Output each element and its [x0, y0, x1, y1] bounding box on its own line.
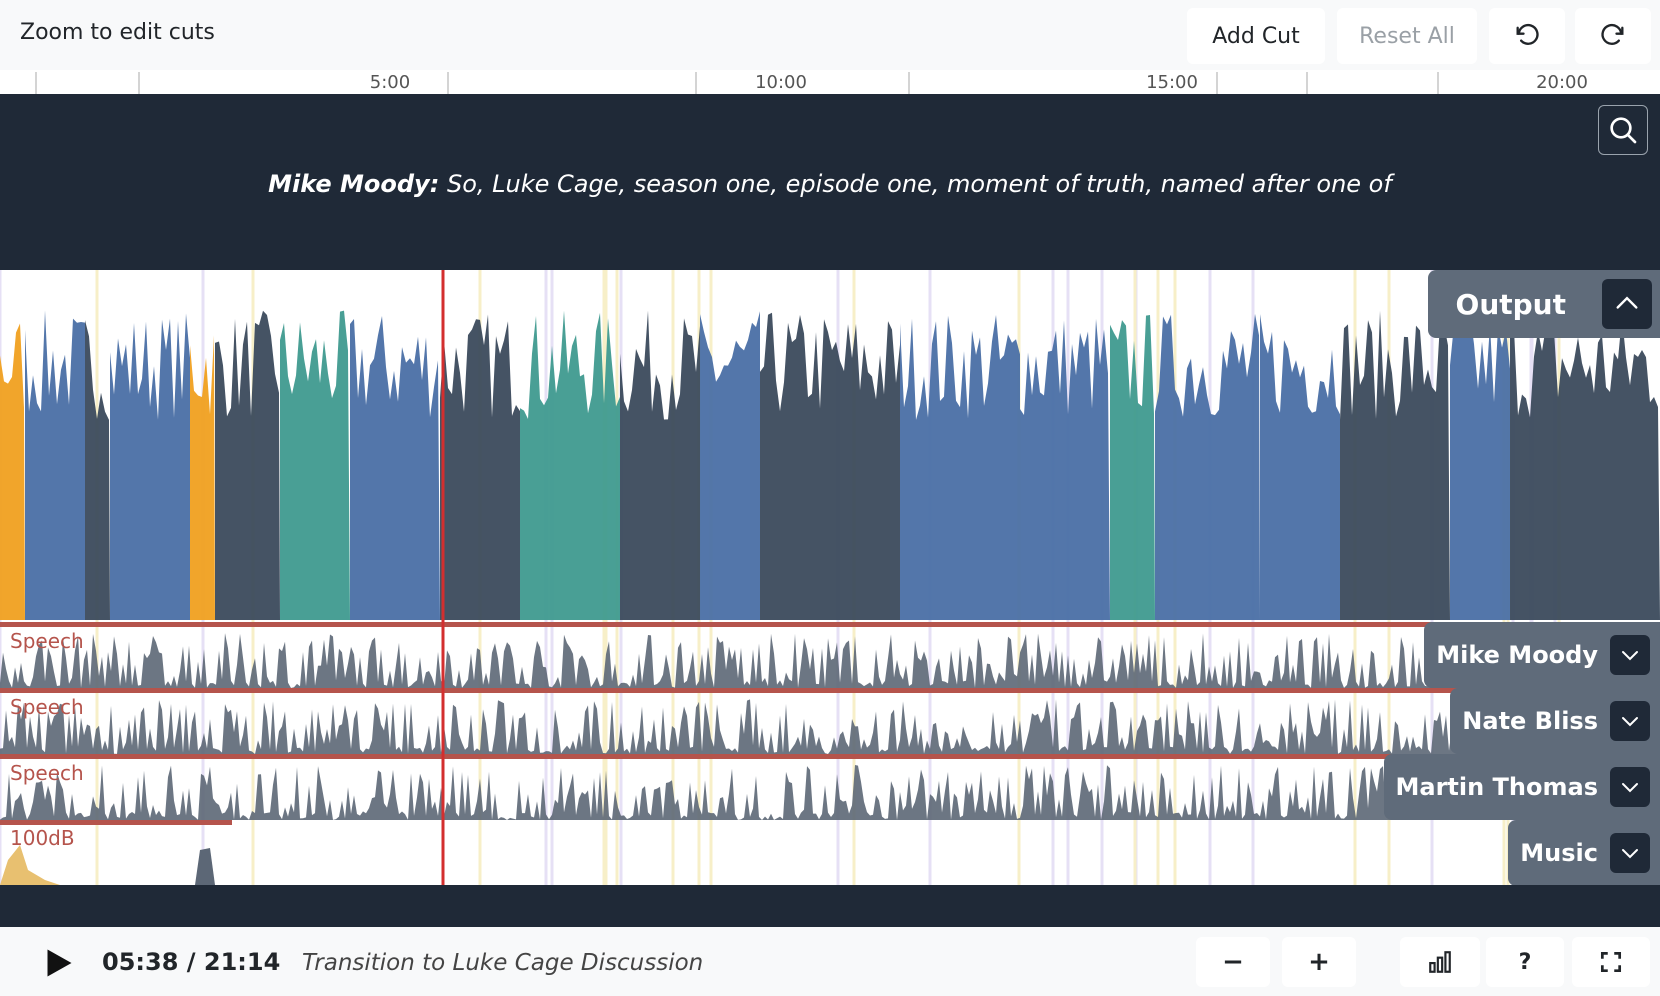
zoom-hint: Zoom to edit cuts	[20, 20, 215, 45]
track-cut-bar	[0, 754, 1660, 759]
track-header-music: Music	[1508, 820, 1660, 885]
ruler-label-20min: 20:00	[1536, 72, 1588, 93]
timeline-footer-strip	[0, 885, 1660, 927]
output-waveform-segment	[1340, 310, 1450, 620]
track-expand-button[interactable]	[1610, 767, 1650, 807]
output-waveform-segment	[25, 310, 85, 620]
chevron-down-icon	[1622, 783, 1638, 793]
help-icon: ?	[1518, 949, 1532, 975]
track-cut-bar	[0, 820, 232, 825]
output-waveform-segment	[350, 315, 440, 620]
track-cut-bar	[0, 688, 1660, 693]
track-tag: Speech	[10, 761, 84, 785]
track-name: Nate Bliss	[1462, 707, 1598, 735]
reset-all-button[interactable]: Reset All	[1337, 8, 1477, 64]
ruler-ticks	[35, 72, 1439, 94]
output-track-header: Output	[1427, 270, 1660, 338]
track-expand-button[interactable]	[1610, 701, 1650, 741]
speaker-waveform	[0, 699, 1660, 754]
chevron-down-icon	[1622, 651, 1638, 661]
output-waveform-segment	[1450, 313, 1510, 620]
help-button[interactable]: ?	[1486, 937, 1564, 987]
output-waveform-segment	[620, 310, 700, 620]
chevron-down-icon	[1622, 717, 1638, 727]
redo-button[interactable]	[1575, 8, 1651, 64]
track-tag: 100dB	[10, 826, 75, 850]
output-waveform-segment	[85, 320, 110, 620]
fullscreen-icon	[1600, 951, 1622, 973]
bar-chart-icon	[1429, 951, 1451, 973]
ruler-label-5min: 5:00	[369, 72, 411, 93]
track-cut-bar	[0, 622, 1660, 627]
output-waveform-segment	[1260, 314, 1340, 620]
output-waveform-segment	[110, 313, 190, 620]
top-toolbar: Zoom to edit cuts Add Cut Reset All	[0, 0, 1660, 70]
output-waveform-segment	[1510, 316, 1660, 620]
undo-icon	[1516, 23, 1539, 45]
music-waveform	[195, 848, 215, 885]
output-waveform-segment	[900, 314, 1020, 620]
track-name: Mike Moody	[1436, 641, 1598, 669]
search-button[interactable]	[1598, 105, 1648, 155]
time-ruler[interactable]: 5:00 10:00 15:00 20:00	[0, 70, 1660, 95]
track-header-nate-bliss: Nate Bliss	[1450, 688, 1660, 754]
plus-icon: +	[1308, 947, 1330, 977]
caption-speaker: Mike Moody:	[268, 170, 440, 198]
track-tag: Speech	[10, 695, 84, 719]
chevron-down-icon	[1622, 849, 1638, 859]
track-expand-button[interactable]	[1610, 833, 1650, 873]
stats-button[interactable]	[1400, 937, 1480, 987]
fullscreen-button[interactable]	[1572, 937, 1650, 987]
add-cut-button[interactable]: Add Cut	[1187, 8, 1325, 64]
output-waveform-segment	[1110, 314, 1155, 620]
output-waveform-segment	[520, 310, 620, 620]
caption-text: So, Luke Cage, season one, episode one, …	[446, 170, 1392, 198]
output-track-label: Output	[1455, 287, 1566, 321]
output-waveform-segment	[0, 323, 25, 620]
output-waveform-segment	[280, 310, 350, 620]
output-waveform-segment	[1020, 318, 1110, 620]
ruler-label-15min: 15:00	[1146, 72, 1198, 93]
output-waveform-segment	[760, 312, 900, 620]
chapter-title: Transition to Luke Cage Discussion	[302, 950, 704, 976]
track-name: Music	[1520, 839, 1598, 867]
zoom-out-button[interactable]: −	[1196, 937, 1270, 987]
caption: Mike Moody: So, Luke Cage, season one, e…	[0, 170, 1660, 198]
output-waveform-segment	[1155, 313, 1260, 620]
speaker-waveform	[0, 633, 1660, 688]
timeline[interactable]: Speech Speech Speech 100dB Output Mike Mood…	[0, 270, 1660, 885]
redo-icon	[1601, 23, 1624, 45]
track-name: Martin Thomas	[1395, 773, 1599, 801]
undo-button[interactable]	[1489, 8, 1565, 64]
track-expand-button[interactable]	[1610, 635, 1650, 675]
caption-panel: Mike Moody: So, Luke Cage, season one, e…	[0, 94, 1660, 270]
output-waveform-segment	[190, 335, 215, 620]
chevron-up-icon	[1616, 296, 1638, 309]
playback-time: 05:38 / 21:14	[102, 948, 281, 976]
zoom-in-button[interactable]: +	[1282, 937, 1356, 987]
output-waveform-segment	[440, 314, 520, 620]
music-waveform	[0, 845, 60, 885]
track-tag: Speech	[10, 629, 84, 653]
output-collapse-button[interactable]	[1602, 279, 1652, 329]
player-bar: 05:38 / 21:14 Transition to Luke Cage Di…	[0, 927, 1660, 996]
search-icon	[1610, 117, 1637, 144]
track-header-mike-moody: Mike Moody	[1424, 622, 1660, 688]
minus-icon: −	[1222, 947, 1244, 977]
track-header-martin-thomas: Martin Thomas	[1383, 754, 1660, 820]
play-icon[interactable]	[40, 945, 76, 981]
output-waveform-segment	[700, 311, 760, 620]
output-waveform-segment	[215, 310, 280, 620]
ruler-label-10min: 10:00	[755, 72, 807, 93]
